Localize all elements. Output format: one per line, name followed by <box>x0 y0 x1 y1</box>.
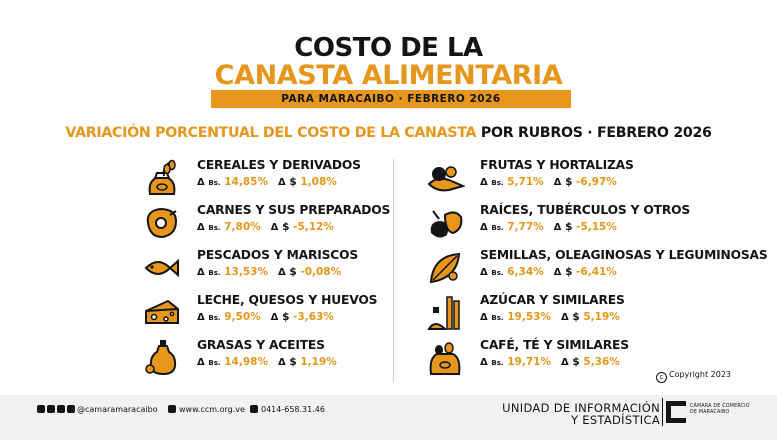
variation-usd: -5,12% <box>293 221 334 233</box>
vegetables-icon <box>427 166 465 192</box>
unit-line2: Y ESTADÍSTICA <box>570 413 660 427</box>
chamber-logo-text: CÁMARA DE COMERCIO DE MARACAIBO <box>690 404 750 415</box>
item-name: AZÚCAR Y SIMILARES <box>480 293 625 307</box>
variation-usd: -0,08% <box>300 266 342 278</box>
coffee-sack-icon <box>429 342 461 375</box>
social-handle-text: @camaramaracaibo <box>77 405 158 414</box>
variation-bs: 13,53% <box>224 266 268 278</box>
copyright-notice: c Copyright 2023 <box>656 370 731 383</box>
whatsapp-icon <box>250 405 258 413</box>
variation-usd: -5,15% <box>576 221 617 233</box>
variation-usd: -3,63% <box>293 311 334 323</box>
variation-bs: 7,80% <box>224 221 261 233</box>
meat-steak-icon <box>146 207 178 239</box>
item-values: Δ Bs. 9,50% Δ $ -3,63% <box>197 311 334 323</box>
variation-usd: 5,19% <box>583 311 620 323</box>
variation-usd: -6,41% <box>576 266 617 278</box>
logo-divider <box>662 398 663 426</box>
variation-bs: 6,34% <box>507 266 544 278</box>
section-heading: VARIACIÓN PORCENTUAL DEL COSTO DE LA CAN… <box>0 125 777 141</box>
title-line1: COSTO DE LA <box>294 33 483 63</box>
item-values: Δ Bs. 14,98% Δ $ 1,19% <box>197 356 337 368</box>
item-name: GRASAS Y ACEITES <box>197 338 325 352</box>
item-name: CEREALES Y DERIVADOS <box>197 158 361 172</box>
website-text: www.ccm.org.ve <box>179 405 245 414</box>
item-name: LECHE, QUESOS Y HUEVOS <box>197 293 378 307</box>
item-values: Δ Bs. 13,53% Δ $ -0,08% <box>197 266 342 278</box>
variation-bs: 5,71% <box>507 176 544 188</box>
item-name: PESCADOS Y MARISCOS <box>197 248 358 262</box>
variation-bs: 14,98% <box>224 356 268 368</box>
variation-usd: 1,19% <box>300 356 337 368</box>
instagram-icon <box>37 405 45 413</box>
item-values: Δ Bs. 6,34% Δ $ -6,41% <box>480 266 617 278</box>
subtitle-bar: PARA MARACAIBO · FEBRERO 2026 <box>211 90 571 108</box>
item-values: Δ Bs. 19,71% Δ $ 5,36% <box>480 356 620 368</box>
column-divider <box>393 159 394 383</box>
fish-icon <box>144 258 179 278</box>
copyright-icon: c <box>656 372 667 383</box>
item-name: CAFÉ, TÉ Y SIMILARES <box>480 338 629 352</box>
threads-icon <box>57 405 65 413</box>
sugarcane-icon <box>427 296 460 330</box>
facebook-icon <box>47 405 55 413</box>
section-heading-orange: VARIACIÓN PORCENTUAL DEL COSTO DE LA CAN… <box>65 125 477 141</box>
item-name: SEMILLAS, OLEAGINOSAS Y LEGUMINOSAS <box>480 248 768 262</box>
variation-usd: -6,97% <box>576 176 617 188</box>
website-link[interactable]: www.ccm.org.ve <box>168 405 245 414</box>
footer-bar <box>0 395 777 440</box>
globe-icon <box>168 405 176 413</box>
item-values: Δ Bs. 19,53% Δ $ 5,19% <box>480 311 620 323</box>
variation-usd: 5,36% <box>583 356 620 368</box>
section-heading-black: POR RUBROS · FEBRERO 2026 <box>476 125 712 141</box>
variation-bs: 19,53% <box>507 311 551 323</box>
seeds-icon <box>429 252 461 284</box>
item-values: Δ Bs. 7,77% Δ $ -5,15% <box>480 221 617 233</box>
title-line2: CANASTA ALIMENTARIA <box>214 60 563 91</box>
oil-bottle-icon <box>145 340 177 376</box>
variation-bs: 7,77% <box>507 221 544 233</box>
chamber-logo-icon <box>666 401 686 423</box>
variation-bs: 14,85% <box>224 176 268 188</box>
cheese-icon <box>145 299 179 324</box>
tubers-icon <box>430 210 463 238</box>
item-values: Δ Bs. 14,85% Δ $ 1,08% <box>197 176 337 188</box>
item-name: RAÍCES, TUBÉRCULOS Y OTROS <box>480 203 691 217</box>
phone-text: 0414-658.31.46 <box>261 405 325 414</box>
item-values: Δ Bs. 7,80% Δ $ -5,12% <box>197 221 334 233</box>
unit-line1: UNIDAD DE INFORMACIÓN <box>502 401 660 415</box>
item-values: Δ Bs. 5,71% Δ $ -6,97% <box>480 176 617 188</box>
x-icon <box>67 405 75 413</box>
phone-number[interactable]: 0414-658.31.46 <box>250 405 325 414</box>
cereal-sack-icon <box>148 159 176 195</box>
variation-bs: 9,50% <box>224 311 261 323</box>
variation-usd: 1,08% <box>300 176 337 188</box>
item-name: CARNES Y SUS PREPARADOS <box>197 203 391 217</box>
variation-bs: 19,71% <box>507 356 551 368</box>
unit-name: UNIDAD DE INFORMACIÓN Y ESTADÍSTICA <box>500 402 660 426</box>
social-handle[interactable]: @camaramaracaibo <box>37 405 158 414</box>
item-name: FRUTAS Y HORTALIZAS <box>480 158 634 172</box>
